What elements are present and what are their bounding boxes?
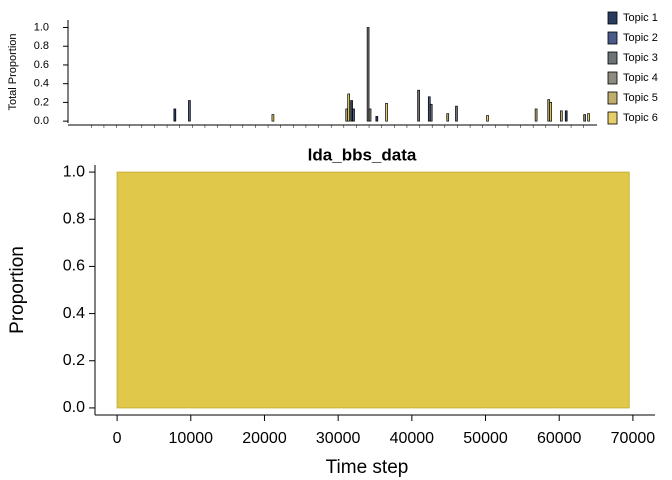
y-tick-label: 0.2 <box>34 96 49 108</box>
x-axis-label: Time step <box>326 457 409 478</box>
y-tick-label: 0.4 <box>63 305 85 322</box>
y-tick-label: 0.8 <box>34 40 49 52</box>
y-tick-label: 0.6 <box>63 258 85 275</box>
chart-title: lda_bbs_data <box>308 145 417 164</box>
x-tick-label: 60000 <box>537 430 582 447</box>
legend-swatch <box>607 111 618 125</box>
y-tick-label: 0.8 <box>63 210 85 227</box>
bar <box>486 115 489 122</box>
y-tick-label: 0.0 <box>34 115 49 127</box>
y-tick-label: 1.0 <box>34 21 49 33</box>
x-tick-label: 0 <box>113 430 122 447</box>
bar <box>429 103 433 122</box>
bar <box>347 93 350 122</box>
x-tick-label: 40000 <box>390 430 435 447</box>
x-tick-label: 70000 <box>611 430 656 447</box>
legend-label: Topic 1 <box>623 12 658 24</box>
bar <box>173 108 177 122</box>
legend-swatch <box>607 51 618 65</box>
y-tick-label: 1.0 <box>63 163 85 180</box>
bar <box>455 105 458 122</box>
y-tick-label: 0.0 <box>63 399 85 416</box>
bar <box>271 114 275 122</box>
bar <box>587 113 590 122</box>
legend-label: Topic 2 <box>623 32 658 44</box>
y-tick-label: 0.6 <box>34 59 49 71</box>
legend-swatch <box>607 71 618 85</box>
bar <box>583 114 586 122</box>
legend-swatch <box>607 91 618 105</box>
bar <box>417 89 420 122</box>
y-axis-label: Proportion <box>7 246 28 334</box>
legend-label: Topic 4 <box>623 72 658 84</box>
bar <box>446 113 450 122</box>
legend-swatch <box>607 11 618 25</box>
bar <box>549 102 552 122</box>
bar <box>188 100 191 122</box>
x-tick-label: 50000 <box>463 430 508 447</box>
bar <box>352 108 355 122</box>
x-tick-label: 20000 <box>242 430 287 447</box>
bar <box>560 110 563 122</box>
area <box>116 171 630 409</box>
bar <box>375 116 379 122</box>
legend-label: Topic 6 <box>623 112 658 124</box>
bar <box>385 102 388 122</box>
y-tick-label: 0.2 <box>63 352 85 369</box>
legend-label: Topic 3 <box>623 52 658 64</box>
bar <box>564 110 568 122</box>
x-tick-label: 30000 <box>316 430 361 447</box>
bar <box>534 108 538 122</box>
bar <box>366 27 370 122</box>
legend-swatch <box>607 31 618 45</box>
bar <box>368 108 372 122</box>
y-tick-label: 0.4 <box>34 78 49 90</box>
x-tick-label: 10000 <box>169 430 214 447</box>
legend-label: Topic 5 <box>623 92 658 104</box>
top-y-label: Total Proportion <box>7 33 19 110</box>
